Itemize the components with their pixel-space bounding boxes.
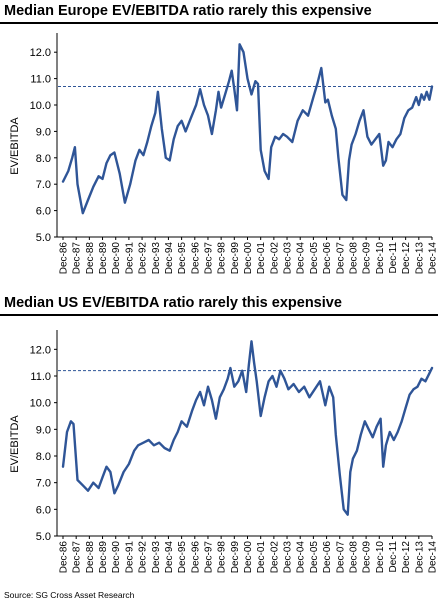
europe-x-tick-label: Dec-12 <box>401 242 412 275</box>
europe-x-tick-label: Dec-87 <box>72 242 83 275</box>
us-y-tick-label: 10.0 <box>30 398 51 410</box>
europe-x-tick-label: Dec-95 <box>177 242 188 275</box>
europe-y-tick-label: 11.0 <box>30 74 51 86</box>
us-y-axis-label: EV/EBITDA <box>9 415 21 473</box>
europe-y-tick-label: 10.0 <box>30 100 51 112</box>
us-x-tick-label: Dec-87 <box>72 541 83 574</box>
us-x-tick-label: Dec-01 <box>256 541 267 574</box>
europe-x-tick-label: Dec-01 <box>256 242 267 275</box>
us-x-tick-label: Dec-14 <box>428 541 438 574</box>
source-note: Source: SG Cross Asset Research <box>4 590 135 600</box>
europe-x-tick-label: Dec-00 <box>243 242 254 275</box>
us-x-tick-label: Dec-03 <box>283 541 294 574</box>
europe-x-tick-label: Dec-09 <box>362 242 373 275</box>
us-y-tick-label: 5.0 <box>36 531 51 543</box>
europe-x-tick-label: Dec-88 <box>85 242 96 275</box>
europe-chart-panel: Median Europe EV/EBITDA ratio rarely thi… <box>0 0 438 290</box>
europe-x-tick-label: Dec-10 <box>375 242 386 275</box>
us-x-tick-label: Dec-90 <box>111 541 122 574</box>
europe-x-tick-label: Dec-05 <box>309 242 320 275</box>
us-series-line <box>61 340 434 516</box>
us-y-tick-label: 8.0 <box>36 451 51 463</box>
europe-x-tick-label: Dec-94 <box>164 242 175 275</box>
europe-x-tick-label: Dec-14 <box>428 242 438 275</box>
europe-y-axis-label: EV/EBITDA <box>9 117 21 175</box>
us-x-tick-label: Dec-98 <box>217 541 228 574</box>
europe-x-tick-label: Dec-06 <box>322 242 333 275</box>
us-x-tick-label: Dec-95 <box>177 541 188 574</box>
europe-y-tick-label: 7.0 <box>36 179 51 191</box>
us-x-tick-label: Dec-00 <box>243 541 254 574</box>
us-x-tick-label: Dec-94 <box>164 541 175 574</box>
us-y-tick-label: 12.0 <box>30 344 51 356</box>
us-chart: 5.0 6.0 7.0 8.0 9.0 10.0 11.0 12.0 EV/EBITDA Dec-… <box>9 330 438 574</box>
us-title-rule <box>0 314 438 316</box>
europe-x-tick-label: Dec-04 <box>296 242 307 275</box>
europe-x-tick-label: Dec-89 <box>98 242 109 275</box>
us-x-tick-label: Dec-07 <box>335 541 346 574</box>
us-x-tick-label: Dec-97 <box>203 541 214 574</box>
us-y-tick-label: 11.0 <box>30 371 51 383</box>
europe-x-tick-label: Dec-93 <box>151 242 162 275</box>
europe-x-tick-label: Dec-02 <box>269 242 280 275</box>
europe-x-tick-label: Dec-08 <box>348 242 359 275</box>
us-y-tick-label: 6.0 <box>36 504 51 516</box>
us-x-tick-label: Dec-96 <box>190 541 201 574</box>
us-x-tick-label: Dec-10 <box>375 541 386 574</box>
us-x-tick-label: Dec-04 <box>296 541 307 574</box>
us-chart-panel: Median US EV/EBITDA ratio rarely this ex… <box>0 292 438 588</box>
us-x-tick-label: Dec-92 <box>138 541 149 574</box>
europe-x-tick-label: Dec-90 <box>111 242 122 275</box>
europe-x-tick-label: Dec-98 <box>217 242 228 275</box>
us-x-tick-label: Dec-86 <box>59 541 70 574</box>
us-x-tick-label: Dec-05 <box>309 541 320 574</box>
us-x-tick-label: Dec-88 <box>85 541 96 574</box>
europe-series-line <box>61 43 434 215</box>
us-x-tick-label: Dec-09 <box>362 541 373 574</box>
us-x-tick-label: Dec-13 <box>414 541 425 574</box>
europe-y-tick-label: 6.0 <box>36 206 51 218</box>
europe-title-rule <box>0 22 438 24</box>
europe-x-tick-label: Dec-91 <box>124 242 135 275</box>
us-x-tick-label: Dec-08 <box>348 541 359 574</box>
us-x-tick-label: Dec-02 <box>269 541 280 574</box>
europe-x-tick-label: Dec-99 <box>230 242 241 275</box>
europe-x-tick-label: Dec-07 <box>335 242 346 275</box>
europe-x-tick-label: Dec-13 <box>414 242 425 275</box>
us-x-tick-label: Dec-89 <box>98 541 109 574</box>
us-chart-title: Median US EV/EBITDA ratio rarely this ex… <box>4 295 342 311</box>
europe-x-tick-label: Dec-11 <box>388 242 399 274</box>
europe-y-tick-label: 12.0 <box>30 47 51 59</box>
us-x-tick-label: Dec-91 <box>124 541 135 574</box>
europe-y-tick-label: 8.0 <box>36 153 51 165</box>
us-x-tick-label: Dec-99 <box>230 541 241 574</box>
us-y-tick-label: 7.0 <box>36 478 51 490</box>
us-x-tick-label: Dec-12 <box>401 541 412 574</box>
us-x-tick-label: Dec-06 <box>322 541 333 574</box>
europe-x-tick-label: Dec-96 <box>190 242 201 275</box>
europe-x-tick-label: Dec-86 <box>59 242 70 275</box>
europe-y-tick-label: 5.0 <box>36 232 51 244</box>
us-y-tick-label: 9.0 <box>36 424 51 436</box>
europe-x-tick-label: Dec-03 <box>283 242 294 275</box>
us-x-tick-label: Dec-93 <box>151 541 162 574</box>
europe-chart-title: Median Europe EV/EBITDA ratio rarely thi… <box>4 3 372 19</box>
europe-chart: 5.0 6.0 7.0 8.0 9.0 10.0 11.0 12.0 EV/EBITDA Dec-… <box>9 33 438 275</box>
europe-x-tick-label: Dec-97 <box>203 242 214 275</box>
europe-y-tick-label: 9.0 <box>36 126 51 138</box>
europe-x-tick-label: Dec-92 <box>138 242 149 275</box>
us-x-tick-label: Dec-11 <box>388 541 399 573</box>
